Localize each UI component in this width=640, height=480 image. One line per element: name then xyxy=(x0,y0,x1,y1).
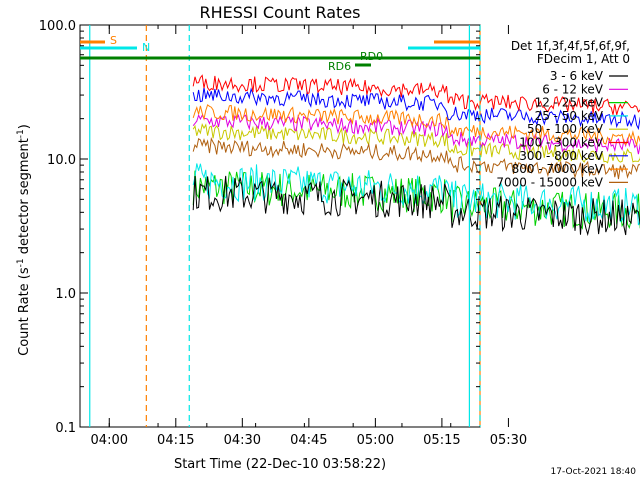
y-axis-label: Count Rate (s-1 detector segment-1) xyxy=(16,124,32,356)
x-axis-label: Start Time (22-Dec-10 03:58:22) xyxy=(174,457,386,472)
series-line xyxy=(192,104,640,148)
x-tick-label: 04:45 xyxy=(290,433,327,448)
series-layer xyxy=(192,74,640,237)
chart-title: RHESSI Count Rates xyxy=(200,3,361,22)
plot-frame xyxy=(79,24,481,428)
y-axis: 0.1 1.0 10.0 100.0 xyxy=(39,19,480,436)
x-tick-label: 05:15 xyxy=(423,433,460,448)
legend-entry-label: 50 - 100 keV xyxy=(527,122,604,136)
annotation-label-rd0: RD0 xyxy=(360,50,383,63)
x-tick-label: 04:30 xyxy=(224,433,261,448)
legend-entry-label: 800 - 7000 keV xyxy=(512,162,604,176)
annotation-label-n: N xyxy=(142,41,150,54)
x-tick-label: 04:00 xyxy=(91,433,128,448)
y-tick-label: 0.1 xyxy=(55,421,76,436)
annotation-bars: S N RD0 RD6 xyxy=(80,34,480,73)
series-line xyxy=(192,170,640,230)
legend-entry-label: 3 - 6 keV xyxy=(550,69,604,83)
legend-entry-label: 25 - 50 keV xyxy=(535,109,604,123)
legend-entry-label: 6 - 12 keV xyxy=(542,82,604,96)
series-line xyxy=(192,122,640,164)
footer-date: 17-Oct-2021 18:40 xyxy=(551,467,637,477)
x-tick-label: 04:15 xyxy=(157,433,194,448)
legend: Det 1f,3f,4f,5f,6f,9f, FDecim 1, Att 0 3… xyxy=(496,39,630,189)
series-line xyxy=(192,87,640,131)
series-line xyxy=(192,163,640,226)
series-line xyxy=(192,74,640,115)
y-tick-label: 100.0 xyxy=(39,19,76,34)
legend-header-line-2: FDecim 1, Att 0 xyxy=(537,52,630,66)
legend-header-line-1: Det 1f,3f,4f,5f,6f,9f, xyxy=(511,39,630,53)
ylabel-sup2: -1 xyxy=(16,129,26,138)
annotation-label-rd6: RD6 xyxy=(328,60,351,73)
series-line xyxy=(192,113,640,155)
ylabel-sup1: -1 xyxy=(16,258,26,267)
ylabel-mid: detector segment xyxy=(17,138,32,258)
x-tick-label: 05:30 xyxy=(490,433,527,448)
y-tick-label: 10.0 xyxy=(47,153,76,168)
plot-area: S N RD0 RD6 0.1 1.0 10.0 100.0 04:00 04:15 04:30… xyxy=(39,19,640,448)
legend-entry-label: 300 - 800 keV xyxy=(519,149,603,163)
y-tick-label: 1.0 xyxy=(55,287,76,302)
ylabel-suffix: ) xyxy=(17,124,32,129)
annotation-label-s: S xyxy=(110,34,117,47)
series-line xyxy=(192,136,640,180)
x-axis: 04:00 04:15 04:30 04:45 05:00 05:15 05:30 xyxy=(91,25,527,448)
x-tick-label: 05:00 xyxy=(357,433,394,448)
legend-entry-label: 100 - 300 keV xyxy=(519,136,603,150)
vertical-markers xyxy=(89,25,481,427)
series-line xyxy=(192,175,640,237)
ylabel-prefix: Count Rate (s xyxy=(17,267,32,356)
legend-entry-label: 12 - 25 keV xyxy=(535,96,604,110)
legend-entry-label: 7000 - 15000 keV xyxy=(496,175,603,189)
